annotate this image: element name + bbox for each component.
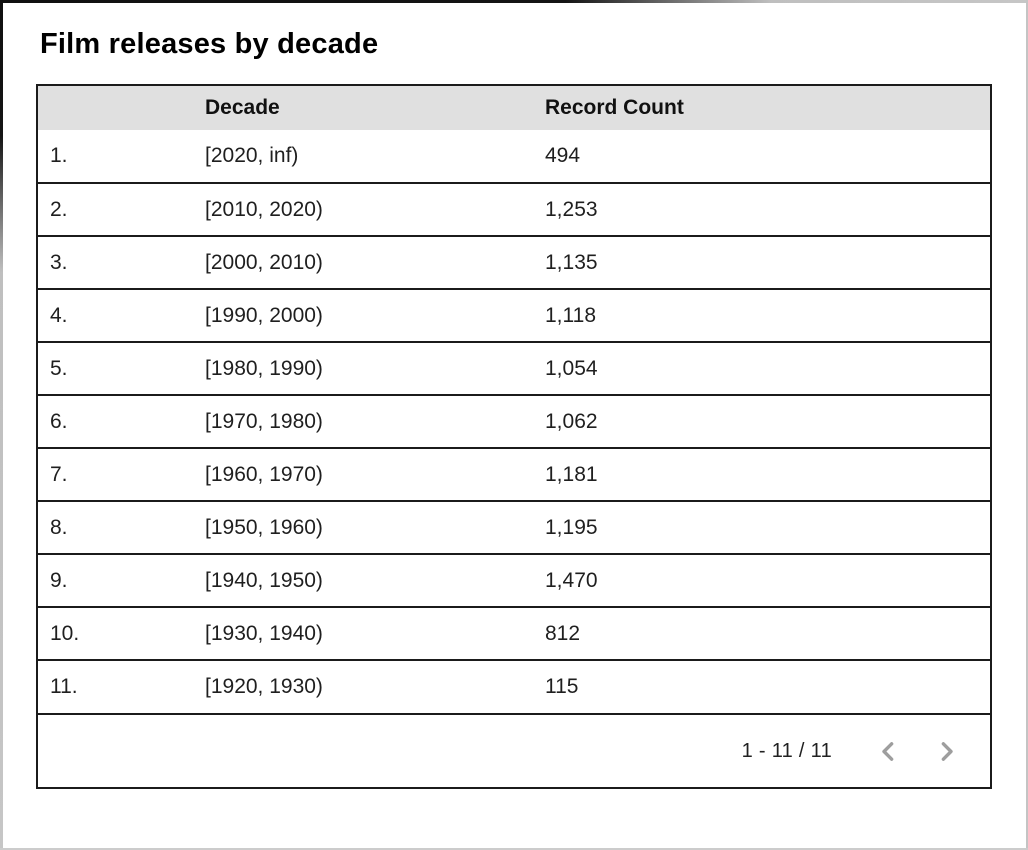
window-border-top <box>0 0 1028 3</box>
cell-record-count: 1,253 <box>533 182 990 236</box>
cell-record-count: 1,062 <box>533 394 990 448</box>
cell-decade: [2000, 2010) <box>193 235 533 289</box>
chevron-left-icon <box>875 738 902 765</box>
window-border-left <box>0 0 3 850</box>
cell-decade: [1950, 1960) <box>193 500 533 554</box>
cell-record-count: 115 <box>533 659 990 713</box>
cell-record-count: 1,054 <box>533 341 990 395</box>
cell-row-number: 5. <box>38 341 193 395</box>
table-row: 9. [1940, 1950) 1,470 <box>38 553 990 607</box>
cell-record-count: 1,181 <box>533 447 990 501</box>
cell-row-number: 4. <box>38 288 193 342</box>
cell-decade: [1990, 2000) <box>193 288 533 342</box>
cell-row-number: 6. <box>38 394 193 448</box>
cell-decade: [1960, 1970) <box>193 447 533 501</box>
window-border-bottom <box>0 848 1028 850</box>
table-header-row: Decade Record Count <box>38 86 990 130</box>
page-title: Film releases by decade <box>40 28 379 60</box>
next-page-button[interactable] <box>930 735 962 767</box>
cell-decade: [2020, inf) <box>205 144 299 167</box>
cell-decade: [1980, 1990) <box>193 341 533 395</box>
cell-row-number: 9. <box>38 553 193 607</box>
chevron-right-icon <box>933 738 960 765</box>
table-row: 10. [1930, 1940) 812 <box>38 606 990 660</box>
table-chart: Decade Record Count 1. [2020, inf) 494 2… <box>36 84 992 789</box>
table-row: 7. [1960, 1970) 1,181 <box>38 447 990 501</box>
cell-record-count: 812 <box>533 606 990 660</box>
cell-row-number: 1. <box>50 144 68 167</box>
table-row: 2. [2010, 2020) 1,253 <box>38 182 990 236</box>
table-row: 3. [2000, 2010) 1,135 <box>38 235 990 289</box>
window-border-right <box>1026 0 1028 850</box>
table-row: 4. [1990, 2000) 1,118 <box>38 288 990 342</box>
cell-decade: [2010, 2020) <box>193 182 533 236</box>
pagination-range: 1 - 11 / 11 <box>741 739 832 762</box>
cell-row-number: 10. <box>38 606 193 660</box>
cell-decade: [1940, 1950) <box>193 553 533 607</box>
cell-record-count: 1,118 <box>533 288 990 342</box>
table-body: 1. [2020, inf) 494 2. [2010, 2020) 1,253… <box>38 130 990 713</box>
header-decade[interactable]: Decade <box>193 86 533 130</box>
cell-row-number: 11. <box>38 659 193 713</box>
cell-decade: [1920, 1930) <box>193 659 533 713</box>
cell-record-count: 494 <box>545 144 581 167</box>
table-row: 11. [1920, 1930) 115 <box>38 659 990 713</box>
table-row: 5. [1980, 1990) 1,054 <box>38 341 990 395</box>
cell-row-number: 2. <box>38 182 193 236</box>
cell-decade: [1930, 1940) <box>193 606 533 660</box>
cell-row-number: 7. <box>38 447 193 501</box>
cell-record-count: 1,195 <box>533 500 990 554</box>
pagination-bar: 1 - 11 / 11 <box>38 713 990 787</box>
header-record-count[interactable]: Record Count <box>533 86 990 130</box>
prev-page-button[interactable] <box>872 735 904 767</box>
header-row-number <box>38 86 193 130</box>
table-row: 1. [2020, inf) 494 <box>38 130 990 183</box>
cell-record-count: 1,470 <box>533 553 990 607</box>
table-row: 6. [1970, 1980) 1,062 <box>38 394 990 448</box>
data-table: Decade Record Count 1. [2020, inf) 494 2… <box>38 86 990 713</box>
cell-row-number: 8. <box>38 500 193 554</box>
table-row: 8. [1950, 1960) 1,195 <box>38 500 990 554</box>
cell-row-number: 3. <box>38 235 193 289</box>
cell-record-count: 1,135 <box>533 235 990 289</box>
cell-decade: [1970, 1980) <box>193 394 533 448</box>
